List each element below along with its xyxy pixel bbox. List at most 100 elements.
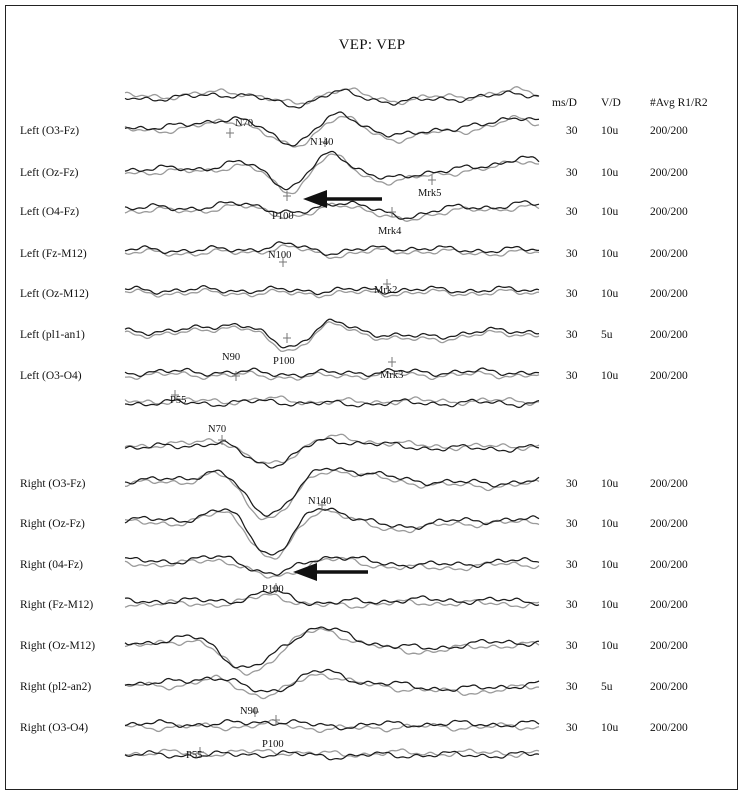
header-volts-per-div: V/D (601, 97, 621, 109)
channel-ms-per-div: 30 (566, 370, 578, 382)
channel-volts-per-div: 5u (601, 681, 613, 693)
peak-label: N140 (310, 137, 333, 148)
trace-r2 (124, 114, 540, 148)
channel-label: Left (O3-O4) (20, 370, 82, 382)
channel-volts-per-div: 10u (601, 518, 619, 530)
channel-avg-count: 200/200 (650, 167, 688, 179)
channel-label: Right (Fz-M12) (20, 599, 94, 611)
channel-ms-per-div: 30 (566, 478, 578, 490)
channel-volts-per-div: 5u (601, 329, 613, 341)
channel-avg-count: 200/200 (650, 288, 688, 300)
channel-volts-per-div: 10u (601, 248, 619, 260)
channel-ms-per-div: 30 (566, 329, 578, 341)
trace-r1 (124, 668, 540, 693)
channel-ms-per-div: 30 (566, 167, 578, 179)
peak-label: N90 (240, 706, 258, 717)
trace-r2 (124, 202, 540, 222)
chart-title: VEP: VEP (338, 37, 406, 53)
peak-label: Mrk2 (374, 285, 397, 296)
trace-r2 (124, 321, 540, 353)
trace-r1 (124, 150, 540, 191)
channel-ms-per-div: 30 (566, 518, 578, 530)
channel-ms-per-div: 30 (566, 248, 578, 260)
trace-r1 (124, 437, 540, 469)
peak-marker (226, 128, 234, 138)
trace-r1 (124, 507, 540, 556)
trace-r1 (124, 241, 539, 256)
trace-r2 (124, 287, 540, 299)
trace-r1 (124, 555, 540, 576)
channel-volts-per-div: 10u (601, 288, 619, 300)
channel-avg-count: 200/200 (650, 599, 688, 611)
trace-r1 (124, 398, 540, 409)
peak-marker (171, 390, 179, 400)
channel-ms-per-div: 30 (566, 681, 578, 693)
header-avg-r1r2: #Avg R1/R2 (650, 97, 708, 109)
channel-label: Right (04-Fz) (20, 559, 83, 571)
peak-marker (428, 175, 436, 185)
peak-label: N140 (308, 496, 331, 507)
trace-r1 (124, 467, 540, 517)
channel-avg-count: 200/200 (650, 681, 688, 693)
arrow-right-p100-head (293, 563, 317, 581)
channel-volts-per-div: 10u (601, 370, 619, 382)
peak-label: P100 (262, 739, 284, 750)
channel-label: Right (O3-Fz) (20, 478, 86, 490)
peak-label: N100 (268, 250, 291, 261)
trace-r2 (125, 370, 540, 381)
trace-r1 (124, 200, 540, 220)
peak-marker (283, 333, 291, 343)
channel-volts-per-div: 10u (601, 125, 619, 137)
peak-label: P55 (170, 395, 186, 406)
channel-label: Right (O3-O4) (20, 722, 89, 734)
trace-r2 (124, 153, 539, 195)
channel-volts-per-div: 10u (601, 559, 619, 571)
channel-volts-per-div: 10u (601, 206, 619, 218)
channel-ms-per-div: 30 (566, 599, 578, 611)
channel-ms-per-div: 30 (566, 722, 578, 734)
channel-ms-per-div: 30 (566, 640, 578, 652)
trace-r2 (124, 508, 540, 560)
peak-label: P100 (273, 356, 295, 367)
peak-marker (218, 435, 226, 445)
channel-label: Right (pl2-an2) (20, 681, 92, 693)
trace-r1 (124, 590, 540, 607)
channel-avg-count: 200/200 (650, 370, 688, 382)
trace-r2 (124, 748, 540, 758)
trace-r2 (124, 556, 540, 579)
peak-marker (279, 257, 287, 267)
peak-marker (232, 371, 240, 381)
channel-label: Left (O3-Fz) (20, 125, 80, 137)
peak-marker (272, 583, 280, 593)
peak-label: P55 (186, 750, 202, 761)
peak-label: N70 (235, 118, 253, 129)
channel-volts-per-div: 10u (601, 722, 619, 734)
channel-volts-per-div: 10u (601, 599, 619, 611)
channel-avg-count: 200/200 (650, 478, 688, 490)
channel-volts-per-div: 10u (601, 167, 619, 179)
channel-avg-count: 200/200 (650, 248, 688, 260)
channel-avg-count: 200/200 (650, 640, 688, 652)
channel-ms-per-div: 30 (566, 288, 578, 300)
peak-marker (383, 279, 391, 289)
channel-label: Left (O4-Fz) (20, 206, 80, 218)
channel-ms-per-div: 30 (566, 206, 578, 218)
peak-label: Mrk3 (380, 370, 403, 381)
trace-r2 (124, 395, 540, 407)
channel-avg-count: 200/200 (650, 722, 688, 734)
channel-avg-count: 200/200 (650, 206, 688, 218)
channel-avg-count: 200/200 (650, 125, 688, 137)
channel-avg-count: 200/200 (650, 559, 688, 571)
peak-marker (251, 707, 259, 717)
channel-ms-per-div: 30 (566, 559, 578, 571)
arrow-left-p100-head (303, 190, 327, 208)
channel-label: Left (Fz-M12) (20, 248, 87, 260)
trace-r2 (124, 244, 540, 259)
peak-label: Mrk4 (378, 226, 402, 237)
peak-marker (272, 715, 280, 725)
trace-r2 (124, 469, 540, 521)
channel-avg-count: 200/200 (650, 518, 688, 530)
trace-r1 (124, 718, 540, 731)
peak-label: N90 (222, 352, 240, 363)
channel-volts-per-div: 10u (601, 640, 619, 652)
